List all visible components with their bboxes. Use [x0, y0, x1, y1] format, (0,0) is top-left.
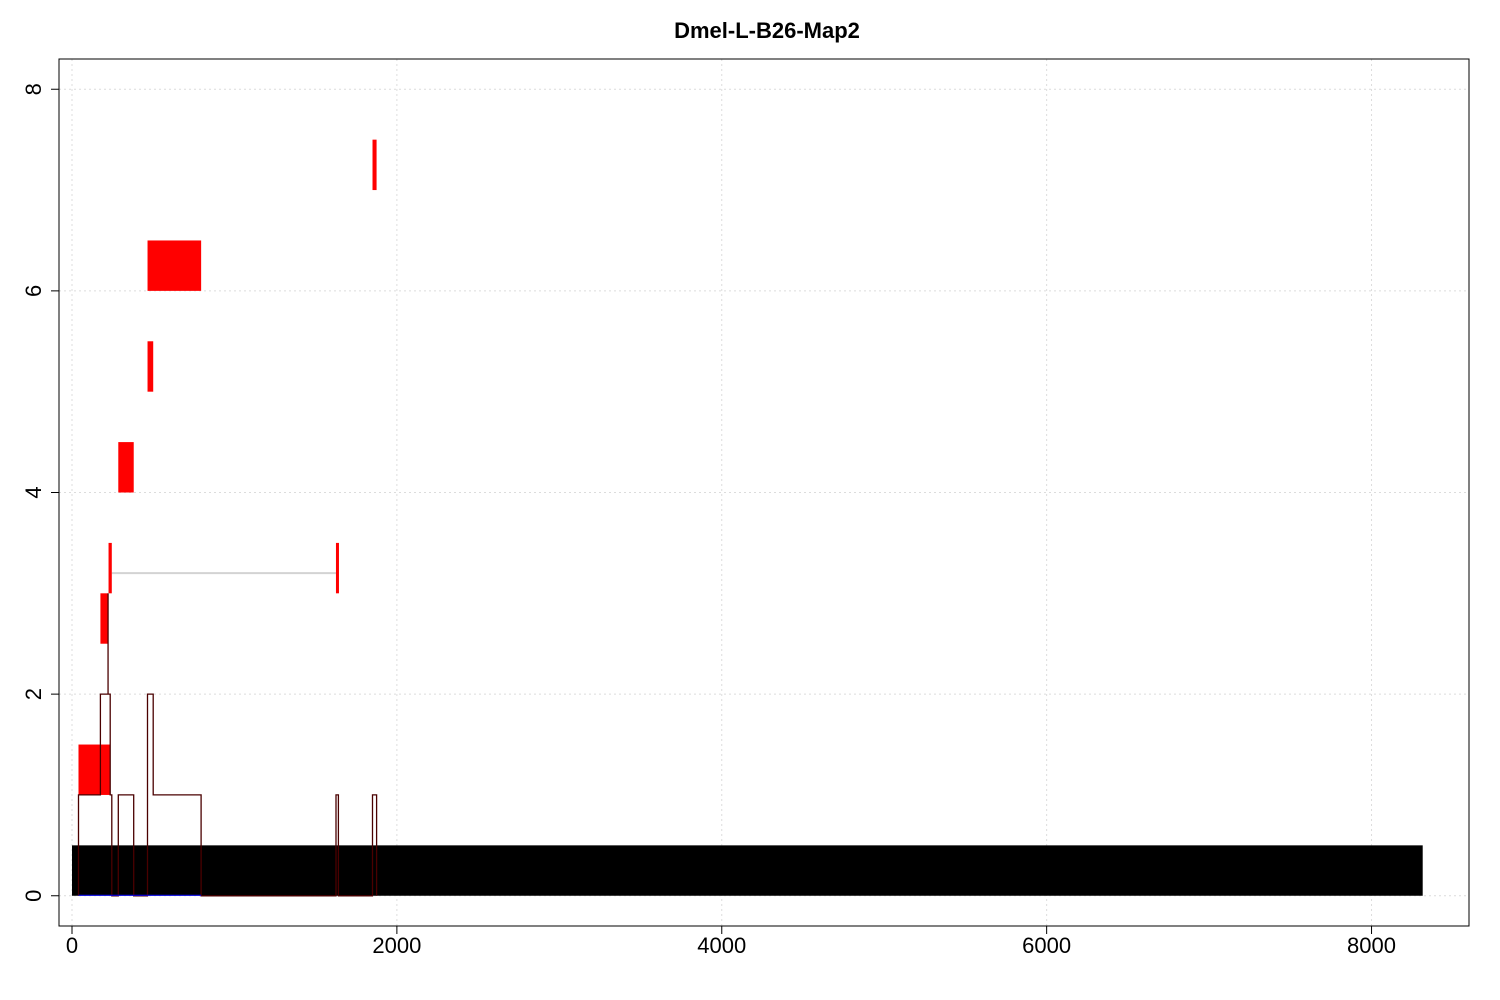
y-axis: 0 2 4 6 8 [21, 83, 60, 902]
feature-block [100, 593, 108, 644]
chart-title: Dmel-L-B26-Map2 [674, 18, 860, 43]
feature-block [78, 744, 111, 795]
y-tick-label: 8 [21, 83, 46, 95]
marks [71, 139, 1423, 897]
x-tick-label: 4000 [697, 933, 746, 958]
y-tick-label: 4 [21, 486, 46, 498]
x-tick-label: 0 [66, 933, 78, 958]
x-tick-label: 6000 [1022, 933, 1071, 958]
grid [59, 59, 1469, 926]
y-tick-label: 2 [21, 688, 46, 700]
feature-block [147, 341, 154, 392]
coverage-line [77, 693, 378, 897]
feature-block [372, 139, 377, 191]
feature-block [147, 240, 202, 291]
x-tick-label: 2000 [372, 933, 421, 958]
feature-block [335, 542, 339, 594]
sequence-bar [71, 845, 1423, 896]
x-axis: 0 2000 4000 6000 8000 [66, 925, 1396, 958]
y-tick-label: 0 [21, 890, 46, 902]
feature-block [118, 442, 134, 493]
x-tick-label: 8000 [1347, 933, 1396, 958]
y-tick-label: 6 [21, 285, 46, 297]
feature-block [108, 542, 112, 594]
